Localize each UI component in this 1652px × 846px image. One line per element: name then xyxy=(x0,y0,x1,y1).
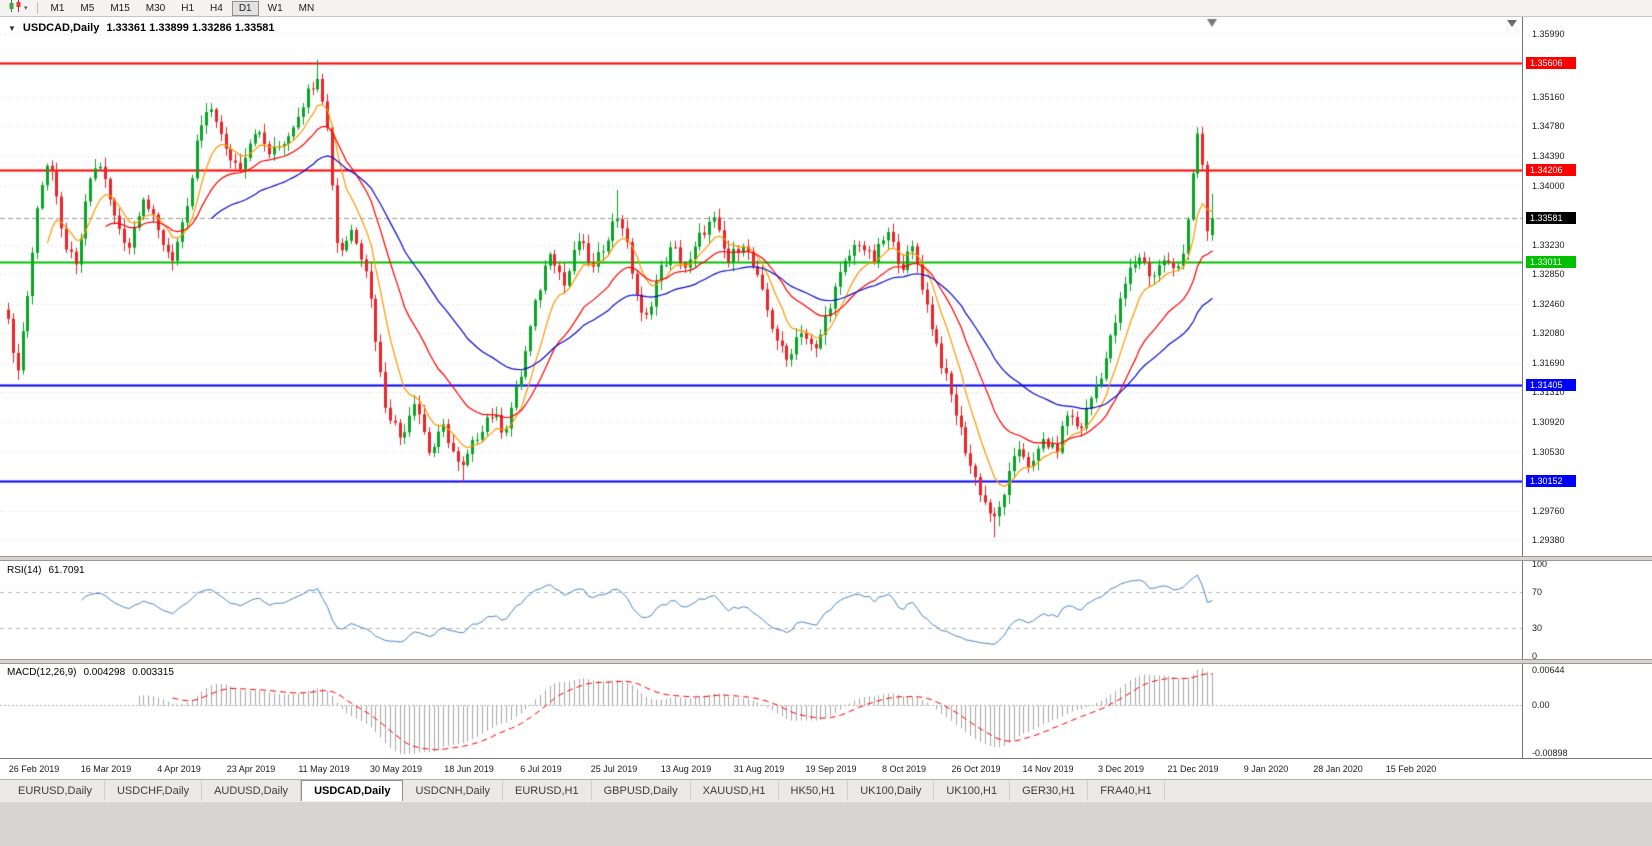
date-label: 26 Feb 2019 xyxy=(8,764,60,774)
price-level-badge: 1.33581 xyxy=(1526,212,1576,224)
timeframe-button-h4[interactable]: H4 xyxy=(210,2,223,14)
price-axis[interactable]: 1.35990 1.35160 1.34780 1.34390 1.34000 1.332… xyxy=(1522,17,1652,758)
chart-ohlc-values: 1.33361 1.33899 1.33286 1.33581 xyxy=(106,22,275,34)
date-label: 19 Sep 2019 xyxy=(805,764,857,774)
price-level-badge: 1.33011 xyxy=(1526,256,1576,268)
date-label: 21 Dec 2019 xyxy=(1167,764,1219,774)
chart-tab-fra40-h1[interactable]: FRA40,H1 xyxy=(1088,780,1165,801)
price-tick-label: 1.34390 xyxy=(1532,151,1565,161)
chart-tab-eurusd-h1[interactable]: EURUSD,H1 xyxy=(503,780,592,801)
date-label: 4 Apr 2019 xyxy=(157,764,201,774)
timeframe-button-m30[interactable]: M30 xyxy=(145,2,166,14)
price-tick-label: 1.29380 xyxy=(1532,535,1565,545)
status-strip xyxy=(0,801,1652,846)
timeframe-button-m5[interactable]: M5 xyxy=(80,2,95,14)
chart-tab-hk50-h1[interactable]: HK50,H1 xyxy=(779,780,849,801)
macd-name: MACD(12,26,9) xyxy=(7,667,77,678)
macd-signal-value: 0.003315 xyxy=(132,667,174,678)
price-tick-label: 1.30920 xyxy=(1532,417,1565,427)
macd-axis-label: 0.00644 xyxy=(1532,665,1565,675)
panel-splitter-rsi[interactable] xyxy=(0,556,1652,561)
chart-tab-usdcad-daily[interactable]: USDCAD,Daily xyxy=(301,780,404,802)
price-tick-label: 1.31310 xyxy=(1532,387,1565,397)
price-level-badge: 1.35606 xyxy=(1526,57,1576,69)
rsi-name: RSI(14) xyxy=(7,565,42,576)
date-label: 6 Jul 2019 xyxy=(520,764,562,774)
timeframe-button-m15[interactable]: M15 xyxy=(110,2,130,14)
macd-label: MACD(12,26,9) 0.004298 0.003315 xyxy=(7,667,174,678)
chart-collapse-icon[interactable]: ▼ xyxy=(8,23,16,33)
date-label: 15 Feb 2020 xyxy=(1385,764,1437,774)
chart-tab-gbpusd-daily[interactable]: GBPUSD,Daily xyxy=(592,780,691,801)
date-label: 3 Dec 2019 xyxy=(1097,764,1145,774)
chart-tabs-bar: EURUSD,Daily USDCHF,Daily AUDUSD,Daily USDC… xyxy=(0,779,1652,802)
timeframe-buttons: M1 M5 M15 M30 H1 H4 D1 W1 MN xyxy=(43,0,323,16)
chart-symbol-label: USDCAD,Daily xyxy=(22,22,100,34)
chart-tab-eurusd-daily[interactable]: EURUSD,Daily xyxy=(6,780,105,801)
price-tick-label: 1.34780 xyxy=(1532,121,1565,131)
date-label: 30 May 2019 xyxy=(369,764,423,774)
chart-tab-audusd-daily[interactable]: AUDUSD,Daily xyxy=(202,780,302,801)
chart-tab-uk100-daily[interactable]: UK100,Daily xyxy=(848,780,935,801)
date-label: 11 May 2019 xyxy=(298,764,350,774)
rsi-axis-label: 30 xyxy=(1532,623,1543,633)
rsi-value: 61.7091 xyxy=(48,565,85,576)
time-axis[interactable]: 26 Feb 2019 16 Mar 2019 4 Apr 2019 23 Apr 2… xyxy=(0,758,1652,779)
timeframe-button-m1[interactable]: M1 xyxy=(50,2,65,14)
date-label: 31 Aug 2019 xyxy=(733,764,785,774)
price-chart-canvas[interactable] xyxy=(0,0,1522,758)
date-label: 13 Aug 2019 xyxy=(660,764,712,774)
date-label: 16 Mar 2019 xyxy=(80,764,132,774)
date-label: 25 Jul 2019 xyxy=(590,764,638,774)
price-tick-label: 1.31690 xyxy=(1532,358,1565,368)
price-tick-label: 1.32080 xyxy=(1532,328,1565,338)
timeframe-button-h1[interactable]: H1 xyxy=(181,2,195,14)
price-tick-label: 1.35160 xyxy=(1532,92,1565,102)
panel-splitter-macd[interactable] xyxy=(0,659,1652,664)
price-level-badge: 1.34206 xyxy=(1526,164,1576,176)
chart-ohlc-header: ▼ USDCAD,Daily 1.33361 1.33899 1.33286 1… xyxy=(8,22,275,34)
date-label: 26 Oct 2019 xyxy=(951,764,1001,774)
candlestick-chart-icon xyxy=(8,0,22,17)
date-label: 18 Jun 2019 xyxy=(444,764,494,774)
price-tick-label: 1.29760 xyxy=(1532,506,1565,516)
rsi-axis-label: 0 xyxy=(1532,651,1538,661)
timeframe-button-w1[interactable]: W1 xyxy=(267,2,283,14)
chart-tab-uk100-h1[interactable]: UK100,H1 xyxy=(934,780,1011,801)
macd-axis-label: 0.00 xyxy=(1532,700,1550,710)
date-label: 14 Nov 2019 xyxy=(1022,764,1074,774)
date-label: 8 Oct 2019 xyxy=(881,764,927,774)
chart-tab-ger30-h1[interactable]: GER30,H1 xyxy=(1010,780,1089,801)
price-level-badge: 1.30152 xyxy=(1526,475,1576,487)
chart-tab-usdchf-daily[interactable]: USDCHF,Daily xyxy=(105,780,203,801)
chart-tab-xauusd-h1[interactable]: XAUUSD,H1 xyxy=(691,780,779,801)
price-level-badge: 1.31405 xyxy=(1526,379,1576,391)
macd-main-value: 0.004298 xyxy=(83,667,126,678)
timeframe-button-mn[interactable]: MN xyxy=(298,2,315,14)
date-label: 28 Jan 2020 xyxy=(1313,764,1363,774)
rsi-axis-label: 70 xyxy=(1532,587,1543,597)
price-tick-label: 1.32460 xyxy=(1532,299,1565,309)
timeframe-button-d1[interactable]: D1 xyxy=(231,0,259,16)
chart-type-button[interactable]: ▾ xyxy=(4,0,32,17)
price-tick-label: 1.30530 xyxy=(1532,447,1565,457)
scroll-to-end-icon[interactable] xyxy=(1507,20,1517,27)
price-tick-label: 1.35990 xyxy=(1532,29,1565,39)
rsi-label: RSI(14) 61.7091 xyxy=(7,565,85,576)
timeframe-toolbar: ▾ M1 M5 M15 M30 H1 H4 D1 W1 MN xyxy=(0,0,1652,17)
price-tick-label: 1.34000 xyxy=(1532,181,1565,191)
date-label: 9 Jan 2020 xyxy=(1243,764,1289,774)
chevron-down-icon: ▾ xyxy=(24,4,28,12)
macd-axis-label: -0.00898 xyxy=(1532,748,1568,758)
price-tick-label: 1.33230 xyxy=(1532,240,1565,250)
price-tick-label: 1.32850 xyxy=(1532,269,1565,279)
chart-tab-usdcnh-daily[interactable]: USDCNH,Daily xyxy=(403,780,504,801)
rsi-axis-label: 100 xyxy=(1532,559,1548,569)
toolbar-separator xyxy=(36,2,38,14)
date-label: 23 Apr 2019 xyxy=(226,764,276,774)
